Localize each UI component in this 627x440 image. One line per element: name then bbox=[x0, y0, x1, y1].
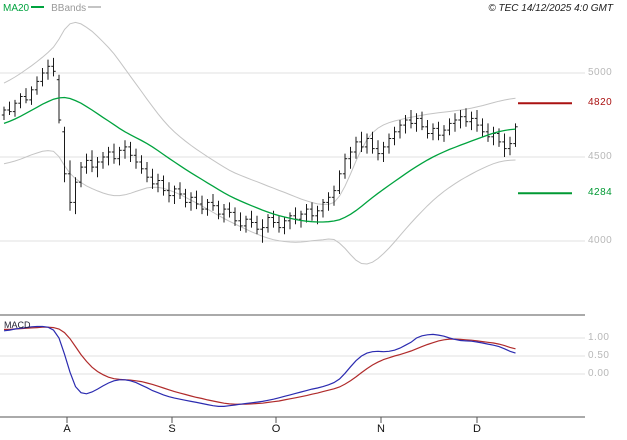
ma20-line bbox=[3, 96, 516, 223]
month-label-august: A bbox=[63, 423, 71, 435]
month-label-september: S bbox=[168, 423, 176, 435]
macd-tick-label-05: 0.50 bbox=[588, 350, 610, 361]
macd-line bbox=[3, 325, 516, 407]
resistance-level-label: 4820 bbox=[588, 97, 613, 108]
month-label-december: D bbox=[473, 423, 481, 435]
support-level-label: 4284 bbox=[588, 187, 613, 198]
month-label-november: N bbox=[377, 423, 385, 435]
month-label-october: O bbox=[271, 423, 281, 435]
ma20-legend-line-icon bbox=[31, 6, 45, 9]
price-tick-label-5000: 5000 bbox=[588, 67, 613, 78]
macd-signal-line bbox=[4, 326, 516, 405]
bbands-legend-label: BBands bbox=[51, 3, 87, 14]
bbands-legend-line-icon bbox=[88, 6, 102, 9]
price-tick-label-4500: 4500 bbox=[588, 151, 613, 162]
bollinger-lower-band bbox=[3, 150, 516, 265]
macd-tick-label-0: 0.00 bbox=[588, 368, 610, 379]
price-tick-label-4000: 4000 bbox=[588, 235, 613, 246]
copyright-text: © TEC 14/12/2025 4:0 GMT bbox=[488, 3, 613, 14]
bollinger-upper-band bbox=[3, 21, 516, 205]
ma20-legend-label: MA20 bbox=[3, 3, 30, 14]
macd-panel-title: MACD bbox=[4, 320, 31, 330]
macd-tick-label-1: 1.00 bbox=[588, 332, 610, 343]
legend: MA20 BBands bbox=[3, 3, 108, 14]
plot-layer bbox=[0, 21, 585, 423]
